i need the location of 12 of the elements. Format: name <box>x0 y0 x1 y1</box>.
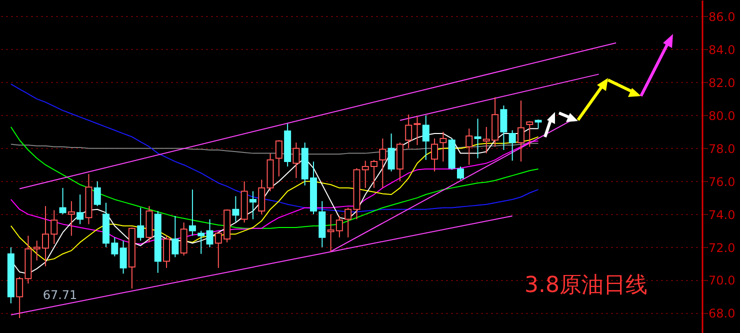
annotation: 3.8原油日线 <box>524 273 648 298</box>
y-tick-label: 76.0 <box>708 174 736 189</box>
y-tick-label: 84.0 <box>708 42 736 57</box>
y-tick-label: 72.0 <box>708 240 736 255</box>
y-tick-label: 86.0 <box>708 10 736 24</box>
y-tick-label: 78.0 <box>708 142 736 156</box>
y-tick-label: 68.0 <box>708 306 736 321</box>
y-tick-label: 82.0 <box>708 76 736 90</box>
y-tick-label: 70.0 <box>708 274 736 288</box>
y-tick-label: 80.0 <box>708 108 736 123</box>
y-tick-label: 74.0 <box>708 208 736 222</box>
annotation: 67.71 <box>42 288 78 302</box>
